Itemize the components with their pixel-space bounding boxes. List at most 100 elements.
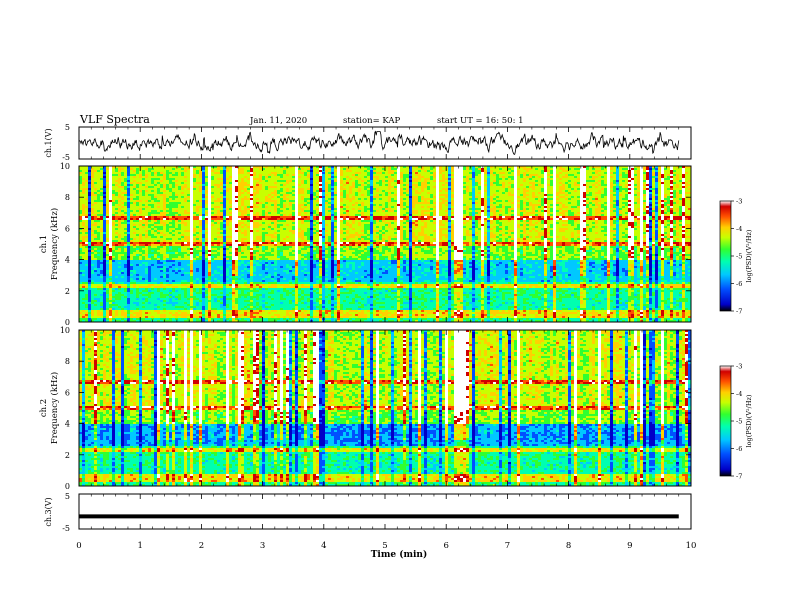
spectrogram-cell <box>382 198 385 200</box>
spectrogram-cell <box>82 212 85 214</box>
spectrogram-cell <box>361 192 364 194</box>
spectrogram-cell <box>571 172 574 174</box>
spectrogram-cell <box>382 178 385 180</box>
spectrogram-cell <box>451 184 454 186</box>
spectrogram-cell <box>181 190 184 192</box>
spectrogram-cell <box>154 198 157 200</box>
spectrogram-cell <box>175 192 178 194</box>
spectrogram-cell <box>478 202 481 204</box>
spectrogram-cell <box>382 200 385 202</box>
spectrogram-cell <box>610 182 613 184</box>
spectrogram-cell <box>352 184 355 186</box>
spectrogram-cell <box>115 188 118 190</box>
spectrogram-cell <box>580 178 583 180</box>
spectrogram-cell <box>472 186 475 188</box>
spectrogram-cell <box>613 180 616 182</box>
spectrogram-cell <box>640 186 643 188</box>
spectrogram-cell <box>160 204 163 206</box>
spectrogram-cell <box>376 186 379 188</box>
spectrogram-cell <box>409 200 412 202</box>
spectrogram-cell <box>397 184 400 186</box>
spectrogram-cell <box>592 186 595 188</box>
spectrogram-cell <box>430 170 433 172</box>
spectrogram-cell <box>154 200 157 202</box>
spectrogram-cell <box>478 176 481 178</box>
spectrogram-cell <box>373 212 376 214</box>
spectrogram-cell <box>259 206 262 208</box>
spectrogram-cell <box>622 190 625 192</box>
spectrogram-cell <box>178 200 181 202</box>
spectrogram-cell <box>565 184 568 186</box>
spectrogram-cell <box>328 174 331 176</box>
spectrogram-cell <box>331 190 334 192</box>
spectrogram-cell <box>136 192 139 194</box>
spectrogram-cell <box>382 202 385 204</box>
spectrogram-cell <box>190 200 193 202</box>
spectrogram-cell <box>121 172 124 174</box>
spectrogram-cell <box>256 194 259 196</box>
spectrogram-cell <box>595 204 598 206</box>
spectrogram-cell <box>673 176 676 178</box>
spectrogram-cell <box>328 200 331 202</box>
spectrogram-cell <box>400 212 403 214</box>
spectrogram-cell <box>172 196 175 198</box>
spectrogram-cell <box>343 192 346 194</box>
spectrogram-cell <box>295 178 298 180</box>
spectrogram-cell <box>511 210 514 212</box>
spectrogram-cell <box>295 182 298 184</box>
spectrogram-cell <box>505 192 508 194</box>
spectrogram-cell <box>562 182 565 184</box>
spectrogram-cell <box>316 182 319 184</box>
spectrogram-cell <box>229 168 232 170</box>
spectrogram-cell <box>190 192 193 194</box>
spectrogram-cell <box>226 180 229 182</box>
spectrogram-cell <box>496 188 499 190</box>
spectrogram-cell <box>298 210 301 212</box>
spectrogram-cell <box>85 190 88 192</box>
spectrogram-cell <box>394 168 397 170</box>
spectrogram-cell <box>457 190 460 192</box>
spectrogram-cell <box>274 204 277 206</box>
spectrogram-cell <box>580 198 583 200</box>
spectrogram-cell <box>166 176 169 178</box>
spectrogram-cell <box>394 196 397 198</box>
spectrogram-cell <box>352 204 355 206</box>
spectrogram-cell <box>301 198 304 200</box>
spectrogram-cell <box>493 212 496 214</box>
spectrogram-cell <box>328 212 331 214</box>
spectrogram-cell <box>268 176 271 178</box>
spectrogram-cell <box>301 206 304 208</box>
spectrogram-cell <box>514 212 517 214</box>
spectrogram-cell <box>526 180 529 182</box>
spectrogram-cell <box>127 198 130 200</box>
spectrogram-cell <box>112 204 115 206</box>
spectrogram-cell <box>151 206 154 208</box>
spectrogram-cell <box>172 186 175 188</box>
spectrogram-cell <box>265 206 268 208</box>
spectrogram-cell <box>244 210 247 212</box>
spectrogram-cell <box>220 170 223 172</box>
spectrogram-cell <box>562 188 565 190</box>
spectrogram-cell <box>472 176 475 178</box>
spectrogram-cell <box>457 208 460 210</box>
spectrogram-cell <box>595 178 598 180</box>
spectrogram-cell <box>643 168 646 170</box>
spectrogram-cell <box>529 210 532 212</box>
spectrogram-cell <box>508 208 511 210</box>
spectrogram-cell <box>385 202 388 204</box>
spectrogram-cell <box>493 188 496 190</box>
spectrogram-cell <box>649 176 652 178</box>
spectrogram-cell <box>670 202 673 204</box>
spectrogram-cell <box>445 184 448 186</box>
spectrogram-cell <box>613 176 616 178</box>
spectrogram-cell <box>391 198 394 200</box>
spectrogram-cell <box>472 190 475 192</box>
spectrogram-cell <box>544 188 547 190</box>
spectrogram-cell <box>97 194 100 196</box>
spectrogram-cell <box>226 170 229 172</box>
spectrogram-cell <box>370 200 373 202</box>
spectrogram-cell <box>175 204 178 206</box>
spectrogram-cell <box>133 194 136 196</box>
spectrogram-cell <box>679 194 682 196</box>
spectrogram-cell <box>280 202 283 204</box>
